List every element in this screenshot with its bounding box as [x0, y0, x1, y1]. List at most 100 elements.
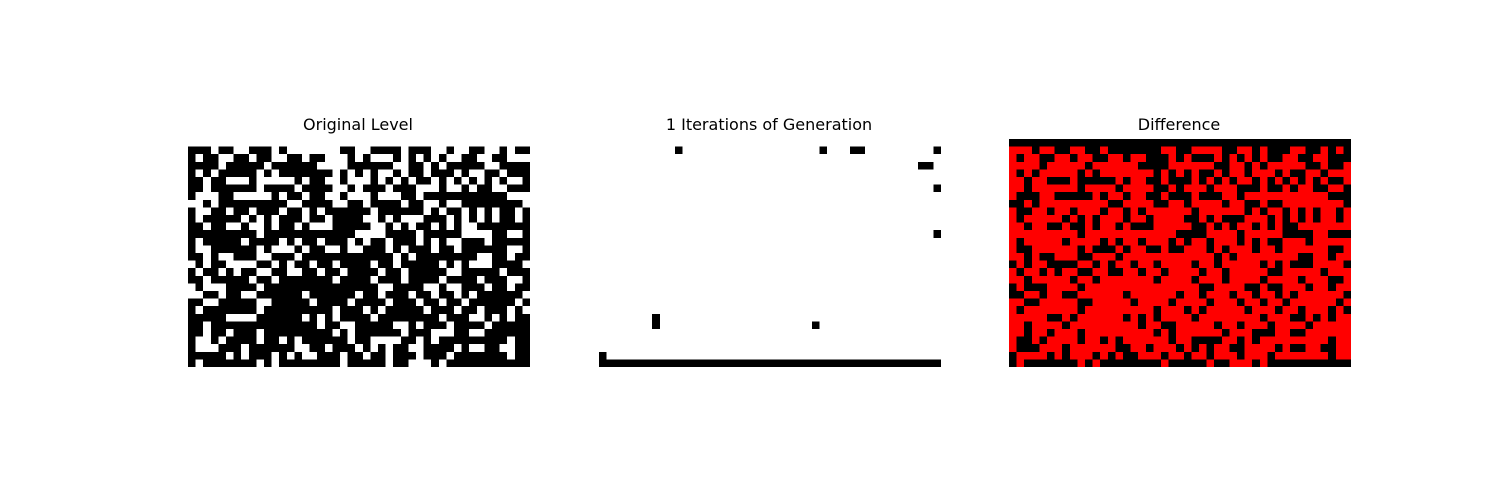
- heatmap-cell: [1221, 313, 1230, 322]
- heatmap-cell: [1237, 199, 1245, 208]
- heatmap-cell: [446, 184, 455, 193]
- heatmap-cell: [1313, 260, 1321, 269]
- heatmap-cell: [606, 329, 615, 337]
- heatmap-cell: [446, 313, 455, 322]
- heatmap-cell: [690, 192, 698, 200]
- heatmap-cell: [1313, 321, 1321, 330]
- heatmap-cell: [652, 291, 660, 299]
- heatmap-cell: [1275, 275, 1283, 284]
- heatmap-cell: [865, 199, 873, 208]
- heatmap-cell: [1153, 336, 1162, 345]
- heatmap-cell: [454, 291, 462, 299]
- heatmap-cell: [362, 161, 371, 170]
- heatmap-cell: [1062, 344, 1070, 352]
- heatmap-cell: [226, 161, 234, 170]
- heatmap-cell: [1107, 161, 1116, 170]
- heatmap-cell: [857, 321, 866, 330]
- heatmap-cell: [1290, 298, 1298, 307]
- heatmap-cell: [286, 329, 295, 337]
- heatmap-cell: [903, 139, 911, 147]
- heatmap-cell: [1077, 329, 1086, 337]
- heatmap-cell: [697, 359, 706, 367]
- heatmap-cell: [614, 192, 622, 200]
- heatmap-cell: [454, 161, 462, 170]
- heatmap-cell: [652, 245, 660, 254]
- heatmap-cell: [1229, 268, 1238, 276]
- heatmap-cell: [1009, 230, 1017, 238]
- heatmap-cell: [925, 215, 934, 223]
- heatmap-cell: [1282, 192, 1291, 200]
- heatmap-cell: [1244, 199, 1253, 208]
- heatmap-cell: [933, 291, 941, 299]
- heatmap-cell: [637, 313, 645, 322]
- heatmap-cell: [393, 275, 401, 284]
- heatmap-cell: [1343, 169, 1351, 178]
- heatmap-cell: [720, 207, 729, 216]
- heatmap-cell: [621, 161, 630, 170]
- heatmap-cell: [256, 329, 265, 337]
- heatmap-cell: [827, 306, 835, 314]
- heatmap-cell: [248, 184, 257, 193]
- heatmap-cell: [507, 321, 515, 330]
- heatmap-cell: [431, 230, 439, 238]
- heatmap-cell: [1259, 253, 1268, 261]
- heatmap-cell: [492, 359, 500, 367]
- heatmap-cell: [865, 260, 873, 269]
- heatmap-cell: [1275, 321, 1283, 330]
- heatmap-cell: [667, 291, 676, 299]
- heatmap-cell: [667, 283, 676, 292]
- heatmap-cell: [1054, 253, 1063, 261]
- heatmap-cell: [1176, 154, 1184, 162]
- heatmap-cell: [286, 230, 295, 238]
- heatmap-cell: [1024, 199, 1032, 208]
- heatmap-cell: [705, 230, 714, 238]
- heatmap-cell: [1138, 329, 1146, 337]
- heatmap-cell: [385, 146, 394, 155]
- heatmap-cell: [393, 184, 401, 193]
- heatmap-cell: [751, 245, 759, 254]
- heatmap-cell: [431, 245, 439, 254]
- heatmap-cell: [1214, 154, 1222, 162]
- heatmap-cell: [507, 351, 515, 360]
- heatmap-cell: [789, 359, 797, 367]
- heatmap-cell: [834, 329, 843, 337]
- heatmap-cell: [408, 344, 417, 352]
- heatmap-cell: [454, 184, 462, 193]
- heatmap-cell: [880, 321, 888, 330]
- heatmap-cell: [241, 253, 249, 261]
- heatmap-cell: [849, 192, 858, 200]
- heatmap-cell: [675, 237, 683, 246]
- heatmap-cell: [1237, 177, 1245, 185]
- heatmap-cell: [195, 344, 204, 352]
- heatmap-cell: [857, 207, 866, 216]
- heatmap-cell: [1282, 336, 1291, 345]
- heatmap-cell: [1259, 268, 1268, 276]
- heatmap-cell: [1153, 177, 1162, 185]
- heatmap-cell: [811, 359, 820, 367]
- heatmap-cell: [766, 313, 774, 322]
- heatmap-cell: [355, 253, 363, 261]
- heatmap-cell: [789, 344, 797, 352]
- heatmap-cell: [340, 291, 348, 299]
- heatmap-cell: [1130, 139, 1139, 147]
- heatmap-cell: [461, 329, 470, 337]
- heatmap-cell: [690, 146, 698, 155]
- heatmap-cell: [218, 139, 227, 147]
- heatmap-cell: [766, 215, 774, 223]
- heatmap-cell: [1031, 237, 1040, 246]
- heatmap-cell: [1092, 207, 1101, 216]
- heatmap-cell: [819, 336, 828, 345]
- heatmap-cell: [773, 351, 782, 360]
- heatmap-cell: [827, 313, 835, 322]
- heatmap-cell: [1069, 207, 1078, 216]
- heatmap-cell: [446, 336, 455, 345]
- heatmap-cell: [789, 306, 797, 314]
- heatmap-cell: [903, 260, 911, 269]
- heatmap-cell: [1267, 321, 1276, 330]
- heatmap-cell: [606, 291, 615, 299]
- heatmap-cell: [1123, 222, 1131, 231]
- heatmap-cell: [461, 199, 470, 208]
- heatmap-cell: [842, 222, 850, 231]
- heatmap-cell: [925, 253, 934, 261]
- heatmap-cell: [1335, 298, 1344, 307]
